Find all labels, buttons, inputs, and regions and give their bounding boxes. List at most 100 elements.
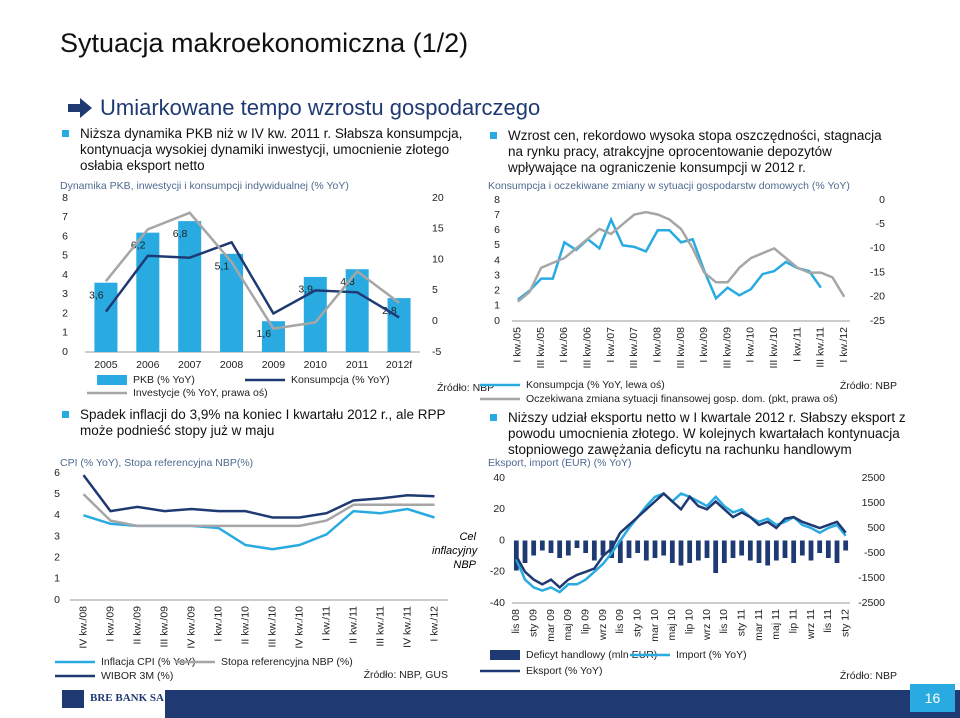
y2-tick-label: -20 [870, 291, 885, 303]
x-tick-label: mar 11 [753, 609, 765, 641]
x-tick-label: I kw./07 [605, 327, 617, 363]
bar [695, 540, 701, 561]
y2-tick-label: -15 [870, 266, 885, 278]
y2-tick-label: -500 [864, 547, 885, 559]
bank-name: BRE BANK SA [90, 692, 164, 704]
y-tick-label: 1 [62, 327, 68, 339]
x-tick-label: III kw./07 [628, 327, 640, 369]
x-tick-label: lip 09 [579, 609, 591, 634]
bar [817, 540, 823, 553]
x-tick-label: lis 08 [510, 609, 522, 634]
bar [600, 540, 606, 556]
legend-label: Oczekiwana zmiana sytuacji finansowej go… [526, 393, 838, 405]
bar [713, 540, 719, 573]
x-tick-label: wrz 10 [701, 609, 713, 641]
line [104, 211, 400, 330]
y2-tick-label: 1500 [862, 497, 886, 509]
legend-label: Konsumpcja (% YoY) [291, 374, 390, 386]
x-tick-label: II kw./11 [347, 606, 359, 644]
x-tick-label: sty 10 [631, 609, 643, 637]
legend-label: WIBOR 3M (%) [101, 670, 173, 682]
source: Źródło: NBP [840, 379, 897, 392]
chart-title: Eksport, import (EUR) (% YoY) [488, 457, 632, 469]
bar [721, 540, 727, 563]
bar [565, 540, 571, 556]
bar [661, 540, 667, 556]
x-tick-label: sty 11 [735, 609, 747, 636]
bar [782, 540, 788, 558]
x-tick-label: III kw./05 [535, 327, 547, 369]
y-tick-label: 6 [54, 467, 60, 479]
x-tick-label: 2010 [304, 359, 328, 371]
x-tick-label: 2009 [262, 359, 286, 371]
y-tick-label: 7 [62, 211, 68, 223]
line [82, 474, 435, 519]
x-tick-label: I kw./09 [698, 327, 710, 363]
x-tick-label: IV kw./10 [293, 606, 305, 649]
x-tick-label: maj 09 [562, 609, 574, 641]
value-label: 3,6 [89, 289, 104, 301]
bar [799, 540, 805, 556]
y-tick-label: 6 [62, 230, 68, 242]
y-tick-label: 4 [62, 269, 68, 281]
y2-tick-label: -1500 [858, 572, 885, 584]
x-tick-label: 2011 [346, 359, 369, 371]
x-tick-label: lip 11 [787, 609, 799, 633]
x-tick-label: I kw./10 [745, 327, 757, 363]
bar [791, 540, 797, 563]
legend-label: Deficyt handlowy (mln EUR) [526, 649, 657, 661]
y-tick-label: 3 [494, 269, 500, 281]
bar [531, 540, 537, 556]
bar [687, 540, 693, 563]
bar [834, 540, 840, 563]
x-tick-label: III kw./11 [815, 327, 827, 368]
y-tick-label: 2 [494, 285, 500, 297]
x-tick-label: III kw./11 [374, 606, 386, 647]
bar [773, 540, 779, 561]
line [82, 493, 435, 528]
legend-label: Import (% YoY) [676, 649, 747, 661]
bar [220, 253, 244, 352]
y-tick-label: -20 [490, 566, 505, 578]
y-tick-label: 5 [62, 250, 68, 262]
y-tick-label: 6 [494, 224, 500, 236]
x-tick-label: I kw./12 [838, 327, 850, 363]
arrow-icon [68, 98, 92, 118]
bar [387, 298, 411, 352]
y2-tick-label: 15 [432, 223, 444, 235]
y2-tick-label: 2500 [862, 472, 886, 484]
x-tick-label: sty 09 [527, 609, 539, 637]
y2-tick-label: -25 [870, 315, 885, 327]
x-tick-label: III kw./09 [158, 606, 170, 648]
legend-label: Eksport (% YoY) [526, 665, 602, 677]
x-tick-label: mar 09 [545, 609, 557, 642]
bar [513, 540, 519, 571]
bullet: Niższa dynamika PKB niż w IV kw. 2011 r.… [62, 126, 470, 174]
legend-swatch [490, 650, 520, 660]
x-tick-label: lis 11 [822, 609, 834, 633]
x-tick-label: III kw./09 [721, 327, 733, 369]
slide-title: Sytuacja makroekonomiczna (1/2) [60, 28, 469, 58]
bar [178, 221, 202, 352]
bar [617, 540, 623, 563]
x-tick-label: II kw./09 [131, 606, 143, 645]
bar [739, 540, 745, 556]
y-tick-label: 2 [54, 551, 60, 563]
bar [652, 540, 658, 558]
annotation: Cel inflacyjny NBP [432, 531, 478, 571]
y-tick-label: 0 [54, 594, 60, 606]
legend-label: Investycje (% YoY, prawa oś) [133, 387, 268, 399]
y2-tick-label: 10 [432, 253, 444, 265]
y2-tick-label: 0 [879, 194, 885, 206]
bullet: Niższy udział eksportu netto w I kwartal… [490, 410, 918, 458]
bar [808, 540, 814, 561]
bar [548, 540, 554, 553]
line [517, 216, 822, 301]
bar [669, 540, 675, 563]
x-tick-label: II kw./10 [239, 606, 251, 645]
logo-mark [62, 690, 84, 708]
x-tick-label: lis 09 [614, 609, 626, 634]
y2-tick-label: -2500 [858, 597, 885, 609]
y-tick-label: 4 [54, 509, 60, 521]
source: Źródło: NBP, GUS [364, 668, 448, 681]
